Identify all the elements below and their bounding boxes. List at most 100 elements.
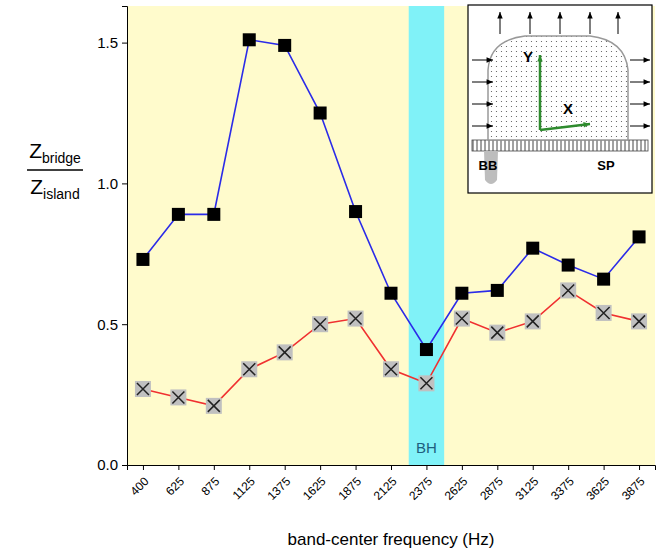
data-point (454, 311, 470, 327)
data-point (206, 398, 222, 414)
x-tick-line (143, 465, 144, 470)
x-tick: 3875 (619, 465, 648, 503)
x-tick-label: 1625 (300, 474, 329, 503)
x-tick-line (604, 465, 605, 470)
x-tick-line (391, 465, 392, 470)
marker-box (631, 313, 647, 329)
inset-frame (468, 5, 652, 193)
highlight-band (409, 6, 444, 465)
marker-x (633, 315, 645, 327)
x-tick-line (462, 465, 463, 470)
x-tick-line (178, 465, 179, 470)
marker-square (314, 107, 327, 120)
marker-square (136, 253, 149, 266)
plot-marks (135, 33, 647, 414)
inset-arrow (497, 12, 502, 34)
data-point (596, 305, 612, 321)
y-tick: 1.5 (97, 34, 127, 51)
data-point (597, 273, 610, 286)
data-point (172, 208, 185, 221)
x-tick-line (568, 465, 569, 470)
inset-cell (488, 36, 628, 140)
x-tick: 3375 (548, 465, 577, 503)
y-tick: 1.0 (97, 175, 127, 192)
inset-label: SP (597, 158, 615, 173)
x-tick-line (214, 465, 215, 470)
marker-box (418, 375, 434, 391)
marker-square (385, 287, 398, 300)
inset-arrow (587, 12, 592, 34)
marker-box (312, 316, 328, 332)
x-axis-line (128, 466, 656, 471)
inset-arrow (540, 122, 590, 130)
inset-arrow (537, 55, 542, 130)
marker-box (206, 398, 222, 414)
x-tick-line (320, 465, 321, 470)
data-point (633, 230, 646, 243)
x-tick: 1625 (300, 465, 329, 503)
x-tick-label: 2375 (406, 474, 435, 503)
x-tick-label: 1375 (265, 474, 294, 503)
marker-square (420, 343, 433, 356)
inset-arrow (472, 79, 493, 84)
marker-box (241, 361, 257, 377)
data-point (207, 208, 220, 221)
data-point (277, 344, 293, 360)
x-tick-label: 625 (163, 474, 187, 498)
y-axis-title: ZbridgeZisland (27, 139, 83, 202)
x-tick: 1375 (265, 465, 294, 503)
marker-square (597, 273, 610, 286)
data-point (312, 316, 328, 332)
inset-arrow (630, 79, 650, 84)
marker-box (135, 381, 151, 397)
x-tick: 1875 (335, 465, 364, 503)
x-tick-label: 2875 (477, 474, 506, 503)
data-point (420, 343, 433, 356)
x-tick-line (426, 465, 427, 470)
marker-square (526, 242, 539, 255)
marker-box (560, 282, 576, 298)
x-tick-label: 3375 (548, 474, 577, 503)
x-tick-line (533, 465, 534, 470)
inset-arrow (472, 101, 493, 106)
x-tick-label: 3625 (583, 474, 612, 503)
x-tick-label: 3875 (619, 474, 648, 503)
y-axis-line (122, 7, 128, 466)
x-tick-label: 2625 (442, 474, 471, 503)
marker-square (207, 208, 220, 221)
inset-arrow (630, 123, 650, 128)
data-point (418, 375, 434, 391)
y-tick-line (122, 183, 127, 184)
y-title-letter: Z (30, 175, 43, 198)
chart: BH0.00.51.01.540062587511251375162518752… (0, 0, 658, 557)
inset-plate (472, 140, 648, 151)
marker-square (633, 230, 646, 243)
inset-arrow (630, 57, 650, 62)
marker-box (454, 311, 470, 327)
marker-x (527, 315, 539, 327)
y-tick-label: 1.0 (97, 175, 118, 192)
x-tick-label: 3125 (513, 474, 542, 503)
x-tick-label: 400 (127, 474, 151, 498)
data-point (560, 282, 576, 298)
marker-square (172, 208, 185, 221)
marker-square (278, 39, 291, 52)
data-point (491, 284, 504, 297)
series-line (143, 290, 639, 405)
inset-arrow (472, 57, 493, 62)
marker-square (243, 33, 256, 46)
y-tick: 0.5 (97, 316, 127, 333)
data-point (526, 242, 539, 255)
inset-arrow (630, 101, 650, 106)
data-point (135, 381, 151, 397)
x-axis: 4006258751125137516251875212523752625287… (127, 465, 655, 503)
x-tick: 1125 (230, 465, 258, 502)
x-tick: 2125 (371, 465, 400, 503)
marker-box (489, 325, 505, 341)
y-tick: 0.0 (97, 456, 127, 473)
data-point (278, 39, 291, 52)
y-tick-label: 0.0 (97, 456, 118, 473)
y-axis-title-part: Zbridge (29, 139, 81, 166)
marker-x (208, 400, 220, 412)
x-tick-line (639, 465, 640, 470)
